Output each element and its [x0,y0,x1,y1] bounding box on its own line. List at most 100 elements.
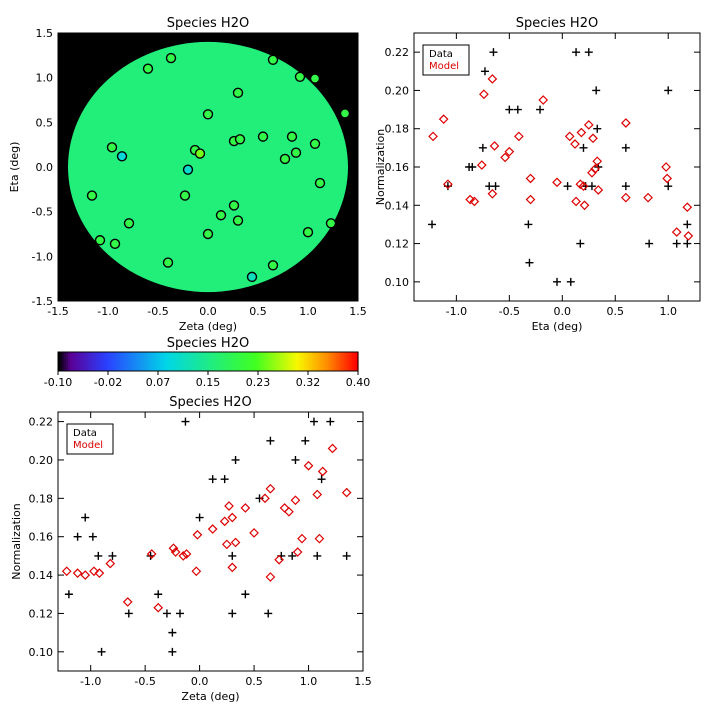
zeta-plot-model-point [105,558,116,569]
zeta-plot-ytick-label: 0.22 [29,416,54,429]
eta-plot-ytick-label: 0.18 [385,123,410,136]
eta-plot-model-point [476,160,487,170]
eta-plot-data-point [584,48,593,57]
map-xtick-label: -1.0 [97,305,118,318]
colorbar-segment [308,352,311,371]
eta-plot-data-point [645,239,654,248]
eta-plot-model-point [487,188,498,199]
colorbar-segment [280,352,283,371]
colorbar-segment [122,352,125,371]
colorbar-tick-label: 0.40 [346,376,371,389]
map-point-4 [309,73,321,84]
colorbar-segment [224,352,227,371]
map-ytick-label: -1.5 [32,295,53,308]
map-xlabel: Zeta (deg) [179,320,237,333]
eta-plot-plot-bg [414,33,700,301]
map-ytick-label: 1.0 [36,72,54,85]
zeta-plot-data-point [168,647,177,656]
zeta-plot-data-point [317,475,326,484]
zeta-plot-data-point [195,513,204,522]
colorbar-segment [350,352,353,371]
zeta-plot-ytick-label: 0.16 [29,531,54,544]
colorbar-segment [340,352,343,371]
map-point-28 [302,227,314,238]
eta-plot-model-point [443,179,453,190]
eta-plot-model-point [671,227,682,237]
zeta-plot-model-point [314,533,325,544]
colorbar-segment [338,352,341,371]
eta-plot-model-point [525,173,536,184]
colorbar-segment [142,352,145,371]
zeta-plot-data-point [228,551,237,560]
zeta-plot-data-point [176,609,184,618]
colorbar-segment [128,352,131,371]
zeta-plot-model-point [274,554,284,565]
eta-plot-xtick-label: 1.0 [659,305,677,318]
colorbar-segment [244,352,247,371]
colorbar-segment [176,352,179,371]
map-ytick-label: 0.5 [36,116,54,129]
colorbar-segment [274,352,277,371]
zeta-plot-model-point [297,533,307,544]
zeta-plot-model-point [290,495,301,506]
colorbar-segment [180,352,183,371]
eta-plot-data-point [513,105,522,114]
colorbar-segment [116,352,119,371]
eta-plot-legend-box [422,44,470,76]
zeta-plot-data-point [231,455,240,464]
colorbar-segment [166,352,169,371]
colorbar-segment [346,352,349,371]
map-axes: Species H2O -1.5 -1.0 -0.5 0.0 0.5 1.0 1.5 -1.5 -… [8,16,367,333]
eta-plot-data-point [491,182,500,191]
zeta-plot-ytick-label: 0.18 [29,492,54,505]
colorbar-tick-label: -0.02 [94,376,122,389]
map-field-disk [68,41,348,293]
eta-plot-model-point [683,231,694,241]
map-point-21 [86,190,98,201]
zeta-plot-ytick-label: 0.20 [29,454,54,467]
colorbar-segment [250,352,253,371]
zeta-plot-xtick-label: 1.5 [354,675,372,688]
colorbar-segment [218,352,221,371]
colorbar-segment [164,352,167,371]
eta-plot-model-point [643,192,653,203]
colorbar-segment [272,352,275,371]
zeta-plot-model-point [146,549,157,559]
colorbar-segment [136,352,139,371]
eta-plot-model-point [576,127,587,138]
map-point-25 [232,215,244,226]
colorbar-segment [230,352,233,371]
map-point-12 [106,142,118,153]
colorbar-segment [248,352,251,371]
eta-plot-model-point [538,95,549,105]
colorbar-segment [240,352,243,371]
colorbar-segment [210,352,213,371]
zeta-plot-model-point [227,512,238,523]
colorbar-segment [90,352,93,371]
eta-plot-axes: Species H2O -1.0 -0.5 0.0 0.5 1.0 0.10 0.12 0.14… [374,16,700,333]
zeta-plot-frame [57,411,364,672]
colorbar-segment [158,352,161,371]
map-point-9 [286,131,298,142]
zeta-plot-title: Species H2O [169,395,251,410]
map-point-11 [234,134,246,145]
zeta-plot-data-point [288,551,297,560]
zeta-plot-data-point [108,551,117,560]
map-point-2 [267,54,279,65]
colorbar-segment [316,352,319,371]
eta-plot-data-point [572,48,581,57]
colorbar-segment [214,352,217,371]
colorbar-segment [120,352,123,371]
colorbar-segment [208,352,211,371]
eta-plot-data-point [579,143,588,152]
colorbar-segment [98,352,101,371]
colorbar-segment [126,352,129,371]
zeta-plot-data-point [313,551,322,560]
colorbar-segment [132,352,135,371]
colorbar-segment [198,352,201,371]
colorbar-title: Species H2O [167,336,249,351]
eta-plot-model-point [514,131,524,142]
colorbar-segment [266,352,269,371]
map-point-0 [142,63,154,74]
